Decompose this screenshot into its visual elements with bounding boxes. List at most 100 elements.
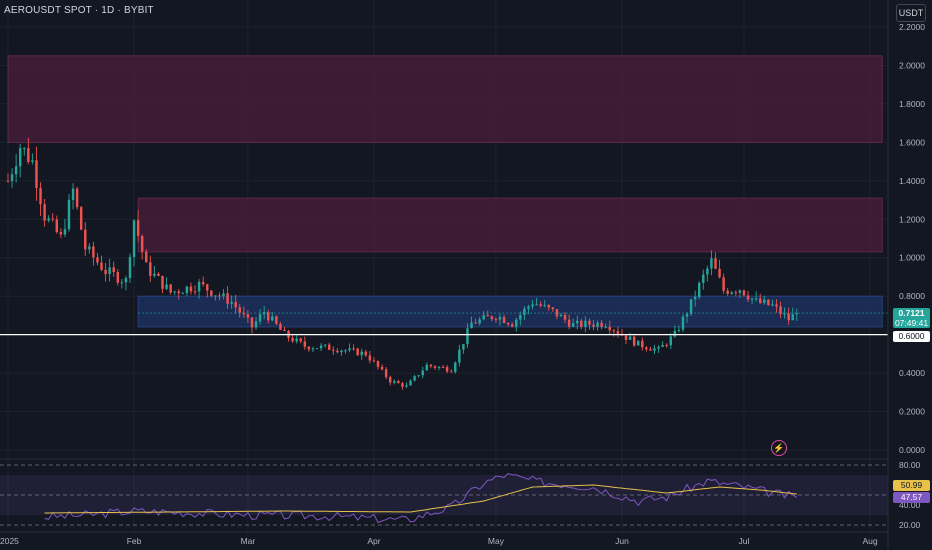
candle-body [250,317,254,328]
candle-body [271,316,274,321]
candle-body [628,336,632,340]
candle-body [421,370,424,376]
price-tick-label: 1.0000 [899,253,925,263]
candle-body [449,371,453,373]
candle-body [23,148,26,150]
candle-body [515,319,518,327]
candle-body [624,335,628,340]
candle-body [388,377,392,383]
candle-body [275,316,278,324]
candle-body [445,367,449,372]
candle-body [482,315,485,320]
candle-body [242,312,246,315]
candle-body [332,349,335,351]
candle-body [649,349,652,351]
candle-body [783,313,786,315]
price-tick-label: 0.8000 [899,291,925,301]
candle-body [218,295,221,297]
candle-body [632,336,636,346]
currency-unit-button[interactable]: USDT [896,4,926,22]
candle-body [775,304,778,307]
candle-body [336,350,339,353]
price-tick-label: 2.0000 [899,60,925,70]
candle-body [348,348,351,351]
candle-body [706,268,709,275]
candle-body [315,348,319,350]
last-price-value: 0.7121 [898,308,925,318]
candle-body [474,322,477,324]
candle-body [531,304,534,307]
time-tick-label: Jul [739,536,750,546]
candle-body [763,299,766,303]
candle-body [319,345,323,349]
candle-body [63,229,67,235]
candle-body [267,312,270,321]
rsi-ma-line [44,484,797,514]
candle-body [299,338,302,342]
candle-body [787,313,790,321]
candle-body [368,355,372,361]
time-tick-label: Apr [367,536,380,546]
candle-body [75,188,79,208]
candle-body [210,290,213,296]
chart-title: AEROUSDT SPOT · 1D · BYBIT [4,5,154,16]
candle-body [67,199,71,230]
candle-body [47,218,50,221]
candle-body [397,381,400,384]
candle-body [31,160,34,162]
candle-body [206,284,209,291]
candle-body [262,312,266,315]
candle-body [535,304,538,306]
candle-body [604,326,607,328]
candle-body [189,286,193,292]
rsi-tick-label: 40.00 [899,500,921,510]
candle-body [718,268,721,278]
candle-body [311,348,315,350]
candle-body [588,320,591,325]
candle-body [409,380,412,386]
candle-body [405,385,408,387]
price-tick-label: 2.2000 [899,22,925,32]
time-axis: 2025 Feb Mar Apr May Jun Jul Aug [0,531,888,546]
candle-body [226,293,229,304]
candle-body [527,306,530,309]
candle-body [173,291,176,293]
candle-body [665,344,668,346]
candle-body [92,246,95,258]
candle-body [201,281,205,285]
alert-bolt-icon[interactable]: ⚡ [771,440,787,456]
candle-body [51,218,54,220]
candle-body [580,320,583,327]
candle-body [661,344,664,347]
candle-body [742,290,746,296]
price-tick-label: 1.6000 [899,137,925,147]
candle-body [429,364,433,367]
candle-body [454,362,457,373]
time-tick-label: 2025 [0,536,19,546]
candle-body [510,324,514,327]
candle-body [88,246,91,250]
rsi-pane [0,458,888,526]
candle-body [669,336,672,346]
candle-body [559,314,563,317]
price-tick-label: 1.4000 [899,176,925,186]
candle-body [79,207,83,230]
candle-body [84,229,87,250]
candle-body [523,308,526,316]
candle-body [234,301,237,308]
candle-body [673,330,677,337]
candle-body [344,350,347,352]
candle-body [722,277,725,291]
price-tick-label: 0.0000 [899,445,925,455]
candle-body [197,281,201,292]
candle-body [681,316,685,330]
candle-body [185,286,189,294]
candle-body [710,258,713,269]
candle-body [645,347,648,350]
candle-body [71,188,75,200]
candle-body [372,360,376,362]
candle-body [543,304,546,306]
rsi-value-tag: 47.57 [893,492,930,503]
candle-body [356,348,359,356]
